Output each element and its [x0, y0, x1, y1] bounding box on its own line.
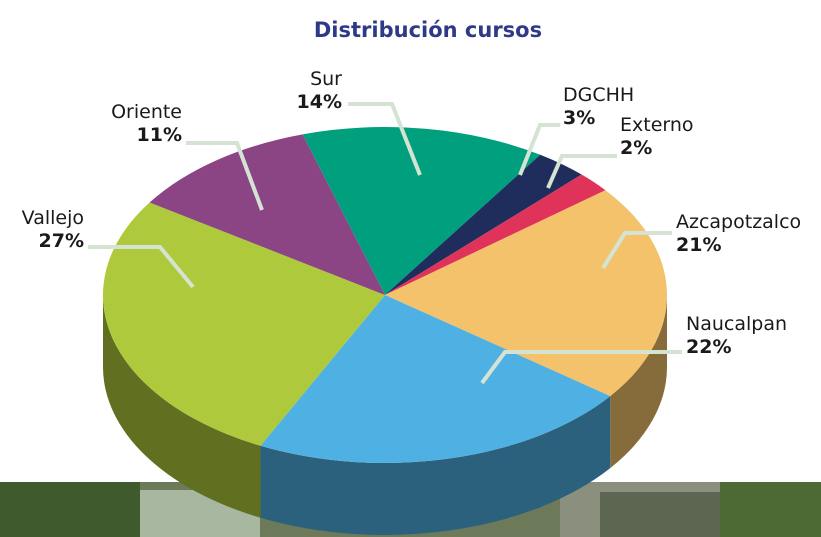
leader-line	[601, 231, 672, 270]
slice-label: Oriente	[111, 101, 182, 123]
leader-line	[186, 141, 264, 211]
slice-value-label: 11%	[137, 124, 182, 146]
slice	[385, 174, 606, 295]
slice	[385, 154, 582, 295]
leader-line	[88, 245, 195, 289]
slice-label: Externo	[620, 114, 694, 136]
slice	[385, 190, 667, 397]
slice-value-label: 3%	[563, 107, 595, 129]
slice-value-label: 21%	[676, 234, 721, 256]
leader-line	[518, 123, 560, 176]
chart-title: Distribución cursos	[314, 18, 542, 42]
slice-value-label: 2%	[620, 137, 652, 159]
slice-side	[103, 295, 261, 518]
slice-value-label: 14%	[297, 91, 342, 113]
slice-side	[260, 396, 611, 535]
leader-line	[480, 350, 682, 385]
slice-label: DGCHH	[563, 84, 634, 106]
leader-line	[348, 102, 422, 176]
slice	[302, 126, 541, 295]
leader-line	[546, 154, 617, 189]
slice-label: Vallejo	[22, 207, 84, 229]
slice-label: Sur	[310, 68, 342, 90]
slice-value-label: 22%	[686, 336, 731, 358]
slice-label: Naucalpan	[686, 313, 787, 335]
slice-side	[610, 295, 667, 469]
slice-value-label: 27%	[39, 230, 84, 252]
slice-label: Azcapotzalco	[676, 211, 801, 233]
slice	[149, 134, 385, 295]
slice	[260, 295, 611, 463]
